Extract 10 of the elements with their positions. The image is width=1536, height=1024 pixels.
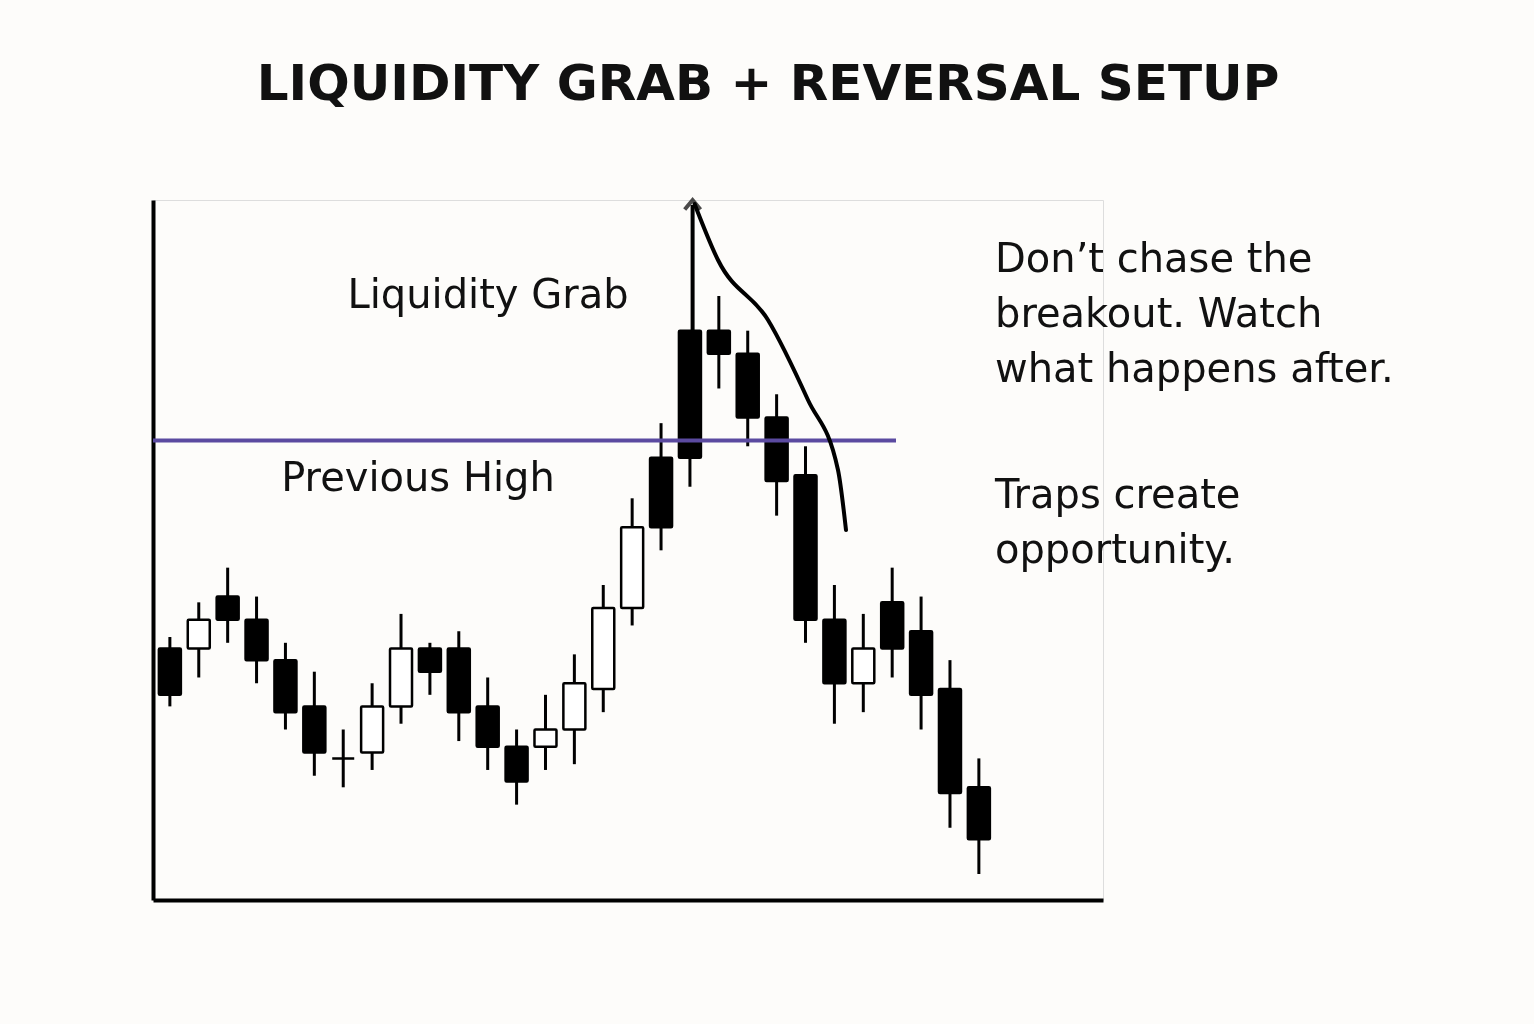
text: Don’t chase the breakout. Watch what happens after. xyxy=(995,235,1394,391)
candlestick xyxy=(706,296,732,389)
candlestick xyxy=(533,693,558,770)
candlestick xyxy=(215,567,240,643)
ref-line-label: Previous High xyxy=(281,453,555,500)
chart-title: LIQUIDITY GRAB + REVERSAL SETUP xyxy=(256,54,1280,113)
text: Traps create opportunity. xyxy=(994,471,1241,572)
annotation: Liquidity Grab xyxy=(347,271,629,317)
candlestick xyxy=(330,729,356,788)
candlestick xyxy=(417,641,443,695)
